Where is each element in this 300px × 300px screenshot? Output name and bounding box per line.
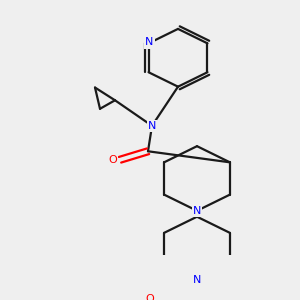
Text: N: N: [193, 206, 201, 216]
Text: N: N: [193, 275, 201, 286]
Text: N: N: [146, 38, 154, 47]
Text: O: O: [146, 294, 154, 300]
Text: O: O: [109, 155, 117, 165]
Text: N: N: [148, 121, 156, 131]
